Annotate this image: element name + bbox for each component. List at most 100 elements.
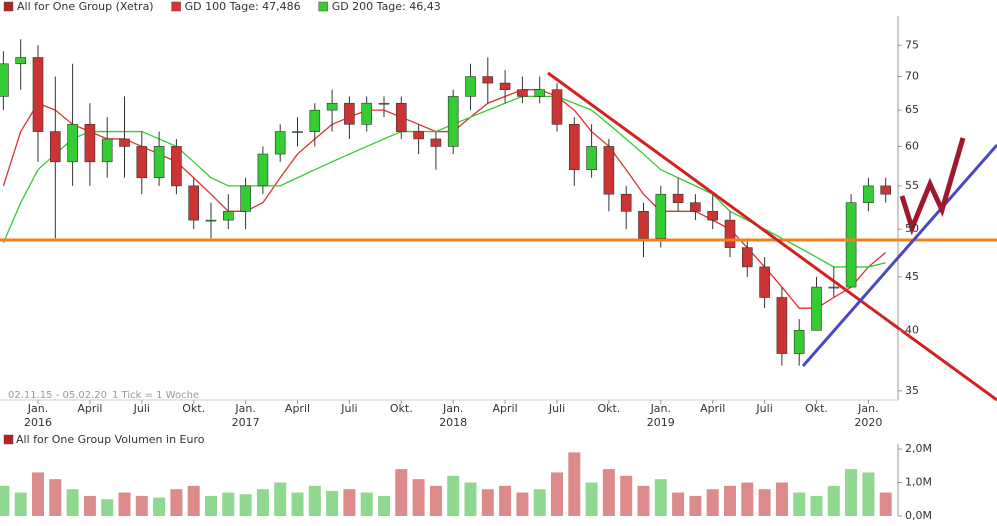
candle-body [223,211,234,221]
candle-body [67,124,78,163]
x-tick-label: April [700,402,725,415]
volume-bar [239,494,252,516]
volume-bar [49,479,62,516]
volume-bar [118,492,131,516]
candle-body [240,185,251,212]
x-tick-label: Jan. [27,402,48,415]
volume-bar [481,489,494,516]
candle-body [811,286,822,331]
price-plot [0,39,892,366]
date-range: 02.11.15 - 05.02.20 [8,390,107,401]
candle-body [465,76,476,97]
candle-body [447,96,459,147]
candle-body [49,131,61,163]
candle-body [274,131,286,155]
candle-body [620,193,632,212]
moving-average [2,95,886,268]
volume-bar [222,492,235,516]
volume-bar [516,492,529,516]
legend-swatch [3,1,14,12]
legend-swatch [3,434,14,445]
legend-swatch [171,1,181,12]
x-tick-label: Okt. [182,402,205,415]
x-year-label: 2018 [439,416,467,429]
volume-bar [775,482,788,516]
volume-bar [741,482,754,516]
legend-label: GD 100 Tage: 47,486 [185,0,301,13]
candle-body [551,89,563,125]
candle-body [326,102,338,111]
volume-tick-label: 0,0M [905,509,932,522]
candle-body [603,146,615,195]
x-tick-label: Juli [340,402,357,415]
x-tick-label: Jan. [442,402,463,415]
volume-bar [170,489,183,516]
y-tick-label: 65 [905,103,919,116]
x-tick-label: Juli [133,402,150,415]
x-tick-label: Jan. [234,402,255,415]
candle-body [828,286,840,289]
volume-bar [464,482,477,516]
volume-bar [14,492,27,516]
x-tick-label: Juli [548,402,565,415]
candle-body [586,146,597,171]
volume-bar [308,485,321,516]
candle-body [171,146,182,187]
volume-bar [343,489,356,516]
y-tick-label: 50 [905,222,919,235]
candle-body [690,202,701,212]
volume-bar [758,489,771,516]
volume-bar [568,452,581,516]
volume-bar [256,489,269,516]
candle-body [759,266,770,298]
candle-body [205,219,217,222]
x-tick-label: April [285,402,310,415]
candle-body [378,102,390,105]
candle-body [793,329,805,354]
volume-bar [0,485,10,516]
volume-bar [83,495,96,516]
volume-bar [153,497,166,516]
volume-bar [620,475,633,516]
candle-body [638,211,649,239]
candle-body [309,109,321,132]
volume-bar [879,492,892,516]
candle-body [413,131,424,140]
volume-title: All for One Group Volumen in Euro [16,433,205,446]
candle-body [32,57,44,132]
y-tick-label: 55 [905,179,919,192]
volume-bar [585,482,598,516]
x-tick-label: April [493,402,518,415]
candle-body [101,138,113,163]
x-year-label: 2017 [232,416,260,429]
candle-body [361,102,373,125]
y-tick-label: 75 [905,38,919,51]
volume-bar [533,489,546,516]
candle-body [655,193,667,239]
tick-note: 1 Tick = 1 Woche [112,390,199,401]
volume-bar [706,489,719,516]
y-tick-label: 60 [905,139,919,152]
candle-body [499,82,511,90]
volume-bar [187,485,200,516]
candle-body [344,102,355,125]
volume-bar [447,475,460,516]
candle-body [517,89,528,97]
candle-body [188,185,199,221]
candle-body [395,102,407,132]
y-tick-label: 35 [905,384,919,397]
volume-bar [326,490,339,516]
volume-bar [205,495,217,516]
volume-tick-label: 2,0M [905,442,932,455]
volume-bar [499,485,512,516]
y-tick-label: 45 [905,270,919,283]
up-trendline [801,144,997,367]
down-trendline [547,71,997,402]
candle-body [724,219,736,248]
volume-bar [862,472,875,516]
moving-average [2,89,887,309]
legend-label: All for One Group (Xetra) [17,0,154,13]
volume-bar [724,485,736,516]
y-tick-label: 40 [905,323,919,336]
